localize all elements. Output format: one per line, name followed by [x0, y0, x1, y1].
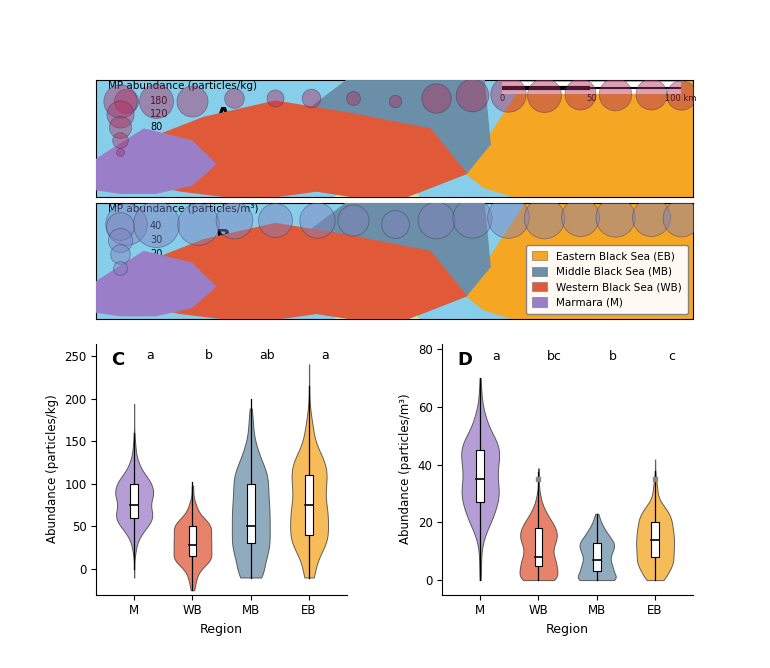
Point — [430, 92, 443, 103]
Point — [609, 211, 621, 222]
Polygon shape — [467, 80, 693, 196]
Point — [675, 90, 687, 101]
Point — [114, 147, 126, 158]
Point — [227, 214, 239, 225]
Text: 40: 40 — [150, 135, 162, 144]
Text: a: a — [322, 349, 330, 361]
Text: 30: 30 — [150, 235, 162, 245]
Text: 10: 10 — [150, 148, 162, 158]
Text: 180: 180 — [150, 96, 169, 106]
Point — [120, 96, 132, 106]
Point — [149, 96, 162, 106]
Point — [346, 214, 359, 225]
Text: b: b — [609, 349, 617, 363]
Text: 40: 40 — [150, 221, 162, 231]
Point — [574, 89, 586, 100]
Polygon shape — [120, 101, 467, 196]
Y-axis label: Abundance (particles/m³): Abundance (particles/m³) — [399, 393, 412, 544]
Polygon shape — [96, 129, 216, 193]
FancyBboxPatch shape — [305, 476, 313, 535]
Point — [149, 218, 162, 229]
Point — [649, 474, 661, 484]
Point — [270, 214, 282, 225]
Point — [502, 89, 514, 100]
Point — [305, 92, 317, 103]
Point — [114, 134, 126, 145]
Text: MP abundance (particles/kg): MP abundance (particles/kg) — [108, 81, 257, 92]
Point — [311, 214, 323, 225]
Text: C: C — [112, 351, 125, 369]
Point — [388, 218, 400, 229]
Point — [574, 211, 586, 222]
Text: a: a — [493, 349, 500, 363]
Point — [675, 212, 687, 223]
Point — [537, 90, 550, 101]
Text: a: a — [146, 349, 154, 361]
Point — [114, 220, 126, 231]
Point — [502, 211, 514, 222]
Polygon shape — [276, 202, 490, 319]
Y-axis label: Abundance (particles/kg): Abundance (particles/kg) — [45, 395, 59, 544]
X-axis label: Region: Region — [546, 623, 589, 636]
Text: MP abundance (particles/m³): MP abundance (particles/m³) — [108, 204, 259, 214]
Point — [114, 96, 126, 106]
X-axis label: Region: Region — [200, 623, 243, 636]
Polygon shape — [335, 171, 419, 196]
Point — [645, 211, 658, 222]
Text: 20: 20 — [150, 249, 162, 259]
Text: bc: bc — [547, 349, 562, 363]
Polygon shape — [96, 252, 216, 315]
Text: c: c — [668, 349, 675, 363]
Text: 80: 80 — [150, 122, 162, 132]
Point — [270, 92, 282, 103]
Text: ab: ab — [259, 349, 275, 361]
FancyBboxPatch shape — [189, 526, 196, 556]
FancyBboxPatch shape — [593, 542, 601, 571]
Polygon shape — [276, 80, 490, 196]
FancyBboxPatch shape — [651, 522, 659, 557]
Point — [114, 234, 126, 245]
Text: 10: 10 — [150, 263, 162, 273]
Legend: Eastern Black Sea (EB), Middle Black Sea (MB), Western Black Sea (WB), Marmara (: Eastern Black Sea (EB), Middle Black Sea… — [526, 245, 688, 314]
FancyBboxPatch shape — [477, 450, 484, 502]
FancyBboxPatch shape — [534, 528, 542, 566]
Text: D: D — [457, 351, 472, 369]
Point — [114, 122, 126, 132]
Point — [227, 92, 239, 103]
Point — [346, 92, 359, 103]
Text: b: b — [205, 349, 213, 361]
Point — [192, 218, 204, 229]
Text: 120: 120 — [150, 109, 169, 119]
Point — [609, 89, 621, 100]
Text: A: A — [216, 106, 231, 125]
Point — [120, 218, 132, 229]
FancyBboxPatch shape — [247, 484, 255, 544]
Polygon shape — [335, 293, 419, 319]
Polygon shape — [120, 224, 467, 319]
Point — [532, 474, 544, 484]
Point — [537, 212, 550, 223]
Point — [645, 89, 658, 100]
Point — [430, 214, 443, 225]
Text: B: B — [216, 228, 230, 247]
Point — [114, 109, 126, 120]
Point — [466, 212, 478, 223]
Point — [186, 96, 198, 106]
Point — [388, 96, 400, 106]
Point — [466, 90, 478, 101]
Point — [114, 263, 126, 273]
Polygon shape — [467, 202, 693, 319]
FancyBboxPatch shape — [130, 484, 138, 518]
Point — [114, 248, 126, 259]
